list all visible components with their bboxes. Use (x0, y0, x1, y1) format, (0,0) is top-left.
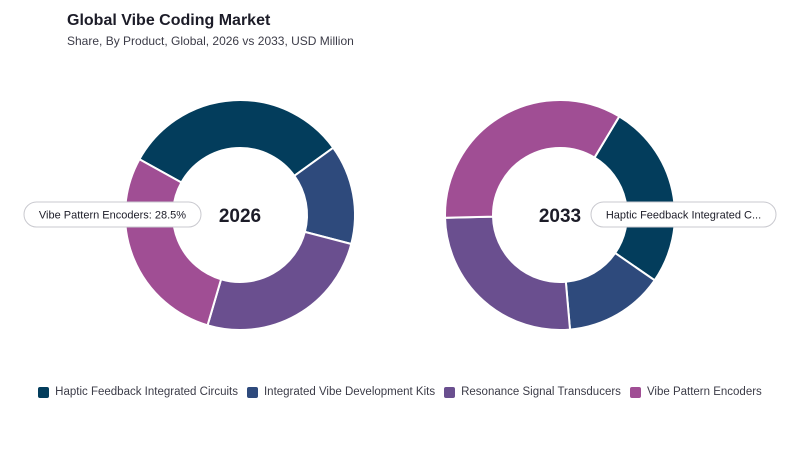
legend-label: Integrated Vibe Development Kits (263, 386, 436, 398)
center-year-label: 2026 (219, 206, 261, 227)
slice-haptic-feedback-integrated-circuits[interactable] (138, 99, 335, 184)
tooltip-text: Haptic Feedback Integrated C... (606, 210, 761, 222)
slice-haptic-feedback-integrated-circuits[interactable] (593, 115, 676, 282)
legend: Haptic Feedback Integrated Circuits Inte… (0, 386, 800, 398)
legend-swatch (629, 386, 641, 398)
tooltip-box (590, 201, 777, 228)
tooltip-text: Vibe Pattern Encoders: 28.5% (39, 210, 186, 222)
chart-title: Global Vibe Coding Market (67, 12, 271, 29)
legend-item-dev-kits[interactable]: Integrated Vibe Development Kits (246, 386, 436, 398)
tooltip: Vibe Pattern Encoders: 28.5% (23, 201, 202, 228)
legend-item-encoders[interactable]: Vibe Pattern Encoders (629, 386, 762, 398)
donut-chart-2026: 2026 Vibe Pattern Encoders: 28.5% (23, 99, 356, 331)
slice-vibe-pattern-encoders[interactable] (124, 157, 223, 327)
tooltip-box (23, 201, 202, 228)
legend-label: Vibe Pattern Encoders (646, 386, 762, 398)
legend-swatch (246, 386, 258, 398)
center-year-label: 2033 (539, 206, 581, 227)
legend-item-transducers[interactable]: Resonance Signal Transducers (444, 386, 621, 398)
slice-resonance-signal-transducers[interactable] (206, 230, 353, 331)
legend-swatch (38, 386, 50, 398)
chart-subtitle: Share, By Product, Global, 2026 vs 2033,… (67, 34, 354, 48)
legend-item-haptic[interactable]: Haptic Feedback Integrated Circuits (38, 386, 238, 398)
tooltip: Haptic Feedback Integrated C... (590, 201, 777, 228)
legend-label: Resonance Signal Transducers (461, 386, 621, 398)
slice-resonance-signal-transducers[interactable] (444, 215, 572, 331)
legend-label: Haptic Feedback Integrated Circuits (55, 386, 238, 398)
slice-vibe-pattern-encoders[interactable] (444, 99, 621, 219)
donut-chart-2033: 2033 Haptic Feedback Integrated C... (444, 99, 777, 331)
legend-swatch (444, 386, 456, 398)
